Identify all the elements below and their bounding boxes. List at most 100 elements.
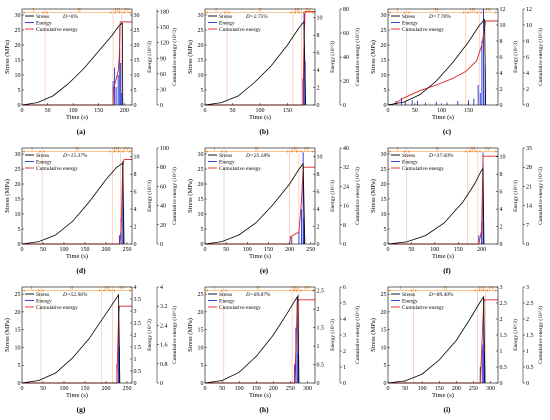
y-tick-label: 30 — [198, 152, 204, 158]
damage-label: D=52.96% — [62, 292, 88, 298]
y2-tick-label: 1 — [134, 357, 137, 363]
stage-label: II — [434, 7, 438, 13]
stage-label: III — [479, 285, 485, 291]
stress-line — [204, 20, 307, 106]
x-axis-title: Time (s) — [66, 114, 88, 121]
chart-svg: I II III IV0 50 100 150 200 250 300051015202500.5… — [187, 285, 361, 414]
stage-label: IV — [124, 7, 130, 13]
y3-tick-label: 6 — [526, 55, 529, 61]
stage-label: IV — [305, 7, 311, 13]
y2-tick-label: 0.5 — [500, 365, 508, 371]
y-tick-label: 15 — [15, 197, 21, 203]
stage-arrowhead — [296, 289, 299, 292]
legend-cumulative: Cumulative energy — [219, 305, 261, 311]
x-tick-label: 200 — [285, 247, 294, 253]
stage-arrowhead — [293, 11, 296, 14]
chart-panel: I II III IV 0 50 100 150 0 5 10 15 20 25 30 0 2 4 6 8 10 0 20 4… — [185, 1, 361, 137]
panel-caption: (e) — [260, 266, 269, 275]
y3-tick-label: 80 — [160, 165, 166, 171]
panel-caption: (f) — [443, 266, 451, 275]
y3-tick-label: 12 — [526, 7, 532, 13]
y2-tick-label: 10 — [317, 16, 323, 22]
chart-panel: I II III IV 0 50 100 150 200 250 0 5 10 15 20 25 0 0.5 1 1.… — [2, 279, 178, 415]
y-tick-label: 5 — [201, 88, 204, 94]
x-tick-label: 0 — [21, 108, 24, 114]
y2-tick-label: 2 — [134, 225, 137, 231]
stage-label: IV — [304, 146, 310, 152]
x-tick-label: 50 — [219, 386, 225, 392]
stage-arrowhead — [113, 11, 116, 14]
y2-tick-label: 5 — [134, 88, 137, 94]
y3-tick-label: 90 — [160, 56, 166, 62]
damage-label: D=69.87% — [245, 292, 271, 298]
cumulative-line — [22, 159, 132, 245]
chart-panel: I II III IV 0 50 100 150 200 0 5 10 15 20 25 30 0 5 10 15 20… — [2, 1, 178, 137]
stage-label: II — [258, 7, 262, 13]
stage-arrowhead — [224, 11, 227, 14]
y3-tick-label: 1.6 — [160, 343, 168, 349]
y2-tick-label: 2 — [317, 307, 320, 313]
y2-tick-label: 6 — [500, 55, 503, 61]
stage-label: III — [293, 285, 299, 291]
stage-arrowhead — [45, 11, 48, 14]
y2-tick-label: 2 — [500, 225, 503, 231]
y-tick-label: 25 — [198, 167, 204, 173]
y3-tick-label: 7 — [526, 223, 529, 229]
legend-energy: Energy — [219, 160, 235, 166]
y2-tick-label: 1.5 — [134, 345, 142, 351]
x-tick-label: 50 — [223, 247, 229, 253]
y-tick-label: 10 — [198, 345, 204, 351]
damage-label: D=25.18% — [245, 153, 271, 159]
x-tick-label: 100 — [69, 108, 78, 114]
stage-arrowhead — [205, 11, 208, 14]
y3-axis-title: Cumulative energy (10^3) — [354, 28, 361, 86]
y-axis-title: Stress (MPa) — [370, 179, 377, 213]
y-tick-label: 10 — [15, 212, 21, 218]
plot-frame — [387, 147, 499, 245]
y-tick-label: 25 — [381, 167, 387, 173]
x-tick-label: 150 — [94, 108, 103, 114]
y3-tick-label: 40 — [343, 55, 349, 61]
stage-arrowhead — [121, 150, 124, 153]
legend-energy: Energy — [36, 299, 52, 305]
y2-tick-label: 4 — [134, 207, 137, 213]
y3-tick-label: 0 — [343, 381, 346, 387]
stage-label: III — [470, 146, 476, 152]
stage-arrowhead — [298, 11, 301, 14]
y-axis-title: Stress (MPa) — [4, 179, 11, 213]
y3-tick-label: 120 — [160, 41, 169, 47]
legend-cumulative: Cumulative energy — [402, 27, 444, 33]
x-tick-label: 100 — [256, 108, 265, 114]
y2-tick-label: 30 — [134, 13, 140, 19]
y-tick-label: 15 — [198, 197, 204, 203]
y3-tick-label: 0 — [526, 242, 529, 248]
damage-label: D=37.60% — [428, 153, 454, 159]
x-axis-title: Time (s) — [432, 253, 454, 260]
y2-tick-label: 4 — [500, 71, 503, 77]
legend-energy: Energy — [219, 299, 235, 305]
x-axis-title: Time (s) — [249, 114, 271, 121]
x-tick-label: 200 — [101, 386, 110, 392]
stage-label: I — [213, 285, 215, 291]
stage-label: III — [114, 146, 120, 152]
stage-arrowhead — [407, 11, 410, 14]
stage-arrowhead — [495, 11, 498, 14]
legend-energy: Energy — [36, 21, 52, 27]
y-tick-label: 5 — [18, 227, 21, 233]
y-tick-label: 30 — [198, 13, 204, 19]
stage-label: III — [470, 7, 476, 13]
stage-label: I — [31, 146, 33, 152]
stage-arrowhead — [388, 11, 391, 14]
x-tick-label: 150 — [435, 386, 444, 392]
x-tick-label: 200 — [452, 386, 461, 392]
stage-label: II — [435, 146, 439, 152]
x-axis-title: Time (s) — [249, 392, 271, 399]
stage-arrowhead — [38, 289, 41, 292]
y-tick-label: 10 — [15, 73, 21, 79]
damage-label: D=0% — [62, 14, 78, 20]
y-axis-title: Stress (MPa) — [187, 318, 194, 352]
y3-tick-label: 24 — [343, 184, 349, 190]
y3-tick-label: 6 — [343, 285, 346, 291]
stage-label: III — [104, 285, 110, 291]
x-tick-label: 150 — [80, 247, 89, 253]
